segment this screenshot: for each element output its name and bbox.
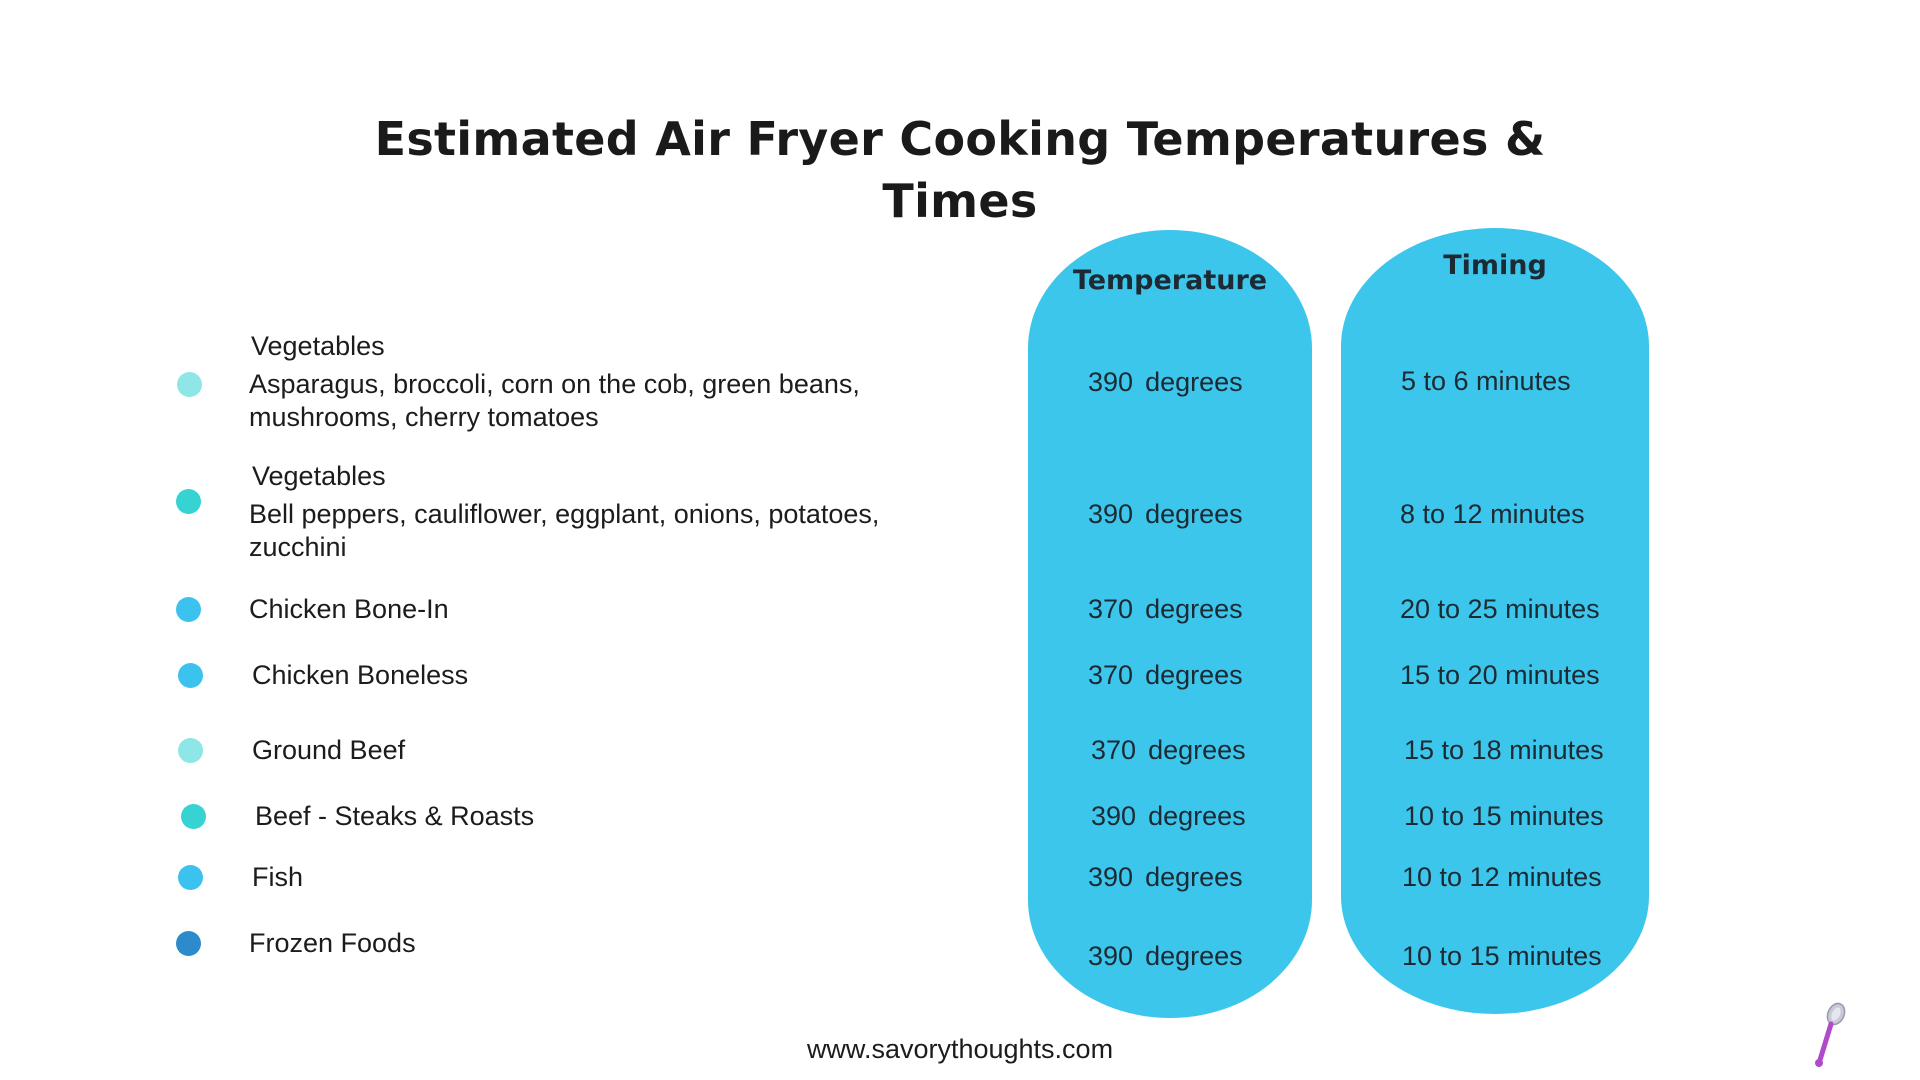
temperature-header: Temperature <box>1072 265 1268 296</box>
bullet-dot <box>178 738 203 763</box>
timing-header: Timing <box>1443 250 1547 281</box>
page-title: Estimated Air Fryer Cooking Temperatures… <box>374 112 1546 228</box>
bullet-dot <box>176 597 201 622</box>
timing-value: 10 to 12 minutes <box>1402 862 1602 892</box>
temperature-value: 390 degrees <box>1088 367 1243 397</box>
food-category: Ground Beef <box>252 735 406 765</box>
food-item: Vegetables Asparagus, broccoli, corn on … <box>249 330 949 434</box>
food-description: Asparagus, broccoli, corn on the cob, gr… <box>249 369 860 432</box>
food-category: Beef - Steaks & Roasts <box>255 801 535 831</box>
bullet-dot <box>178 865 203 890</box>
timing-value: 10 to 15 minutes <box>1404 801 1604 831</box>
temperature-value: 370 degrees <box>1088 660 1243 690</box>
temperature-value: 390 degrees <box>1088 862 1243 892</box>
bullet-dot <box>176 489 201 514</box>
food-item: Fish <box>252 861 303 894</box>
temperature-value: 370 degrees <box>1091 735 1246 765</box>
food-item: Beef - Steaks & Roasts <box>255 800 534 833</box>
food-category: Chicken Boneless <box>252 660 469 690</box>
timing-value: 10 to 15 minutes <box>1402 941 1602 971</box>
timing-column-pill <box>1341 228 1649 1014</box>
food-item: Chicken Bone-In <box>249 593 449 626</box>
temperature-value: 390 degrees <box>1088 941 1243 971</box>
bullet-dot <box>178 663 203 688</box>
temperature-value: 370 degrees <box>1088 594 1243 624</box>
timing-value: 20 to 25 minutes <box>1400 594 1600 624</box>
bullet-dot <box>177 372 202 397</box>
bullet-dot <box>176 931 201 956</box>
temperature-value: 390 degrees <box>1091 801 1246 831</box>
food-item: Vegetables Bell peppers, cauliflower, eg… <box>249 460 949 564</box>
food-category: Vegetables <box>251 331 385 361</box>
timing-value: 15 to 20 minutes <box>1400 660 1600 690</box>
food-category: Vegetables <box>252 461 386 491</box>
food-item: Ground Beef <box>252 734 405 767</box>
food-description: Bell peppers, cauliflower, eggplant, oni… <box>249 499 880 562</box>
food-category: Frozen Foods <box>249 928 416 958</box>
bullet-dot <box>181 804 206 829</box>
spoon-icon <box>1815 1002 1846 1067</box>
timing-value: 5 to 6 minutes <box>1401 366 1571 396</box>
timing-value: 8 to 12 minutes <box>1400 499 1585 529</box>
temperature-column-pill <box>1028 230 1312 1018</box>
food-category: Chicken Bone-In <box>249 594 449 624</box>
food-item: Frozen Foods <box>249 927 416 960</box>
temperature-value: 390 degrees <box>1088 499 1243 529</box>
website-url: www.savorythoughts.com <box>806 1034 1114 1064</box>
timing-value: 15 to 18 minutes <box>1404 735 1604 765</box>
food-category: Fish <box>252 862 304 892</box>
food-item: Chicken Boneless <box>252 659 468 692</box>
